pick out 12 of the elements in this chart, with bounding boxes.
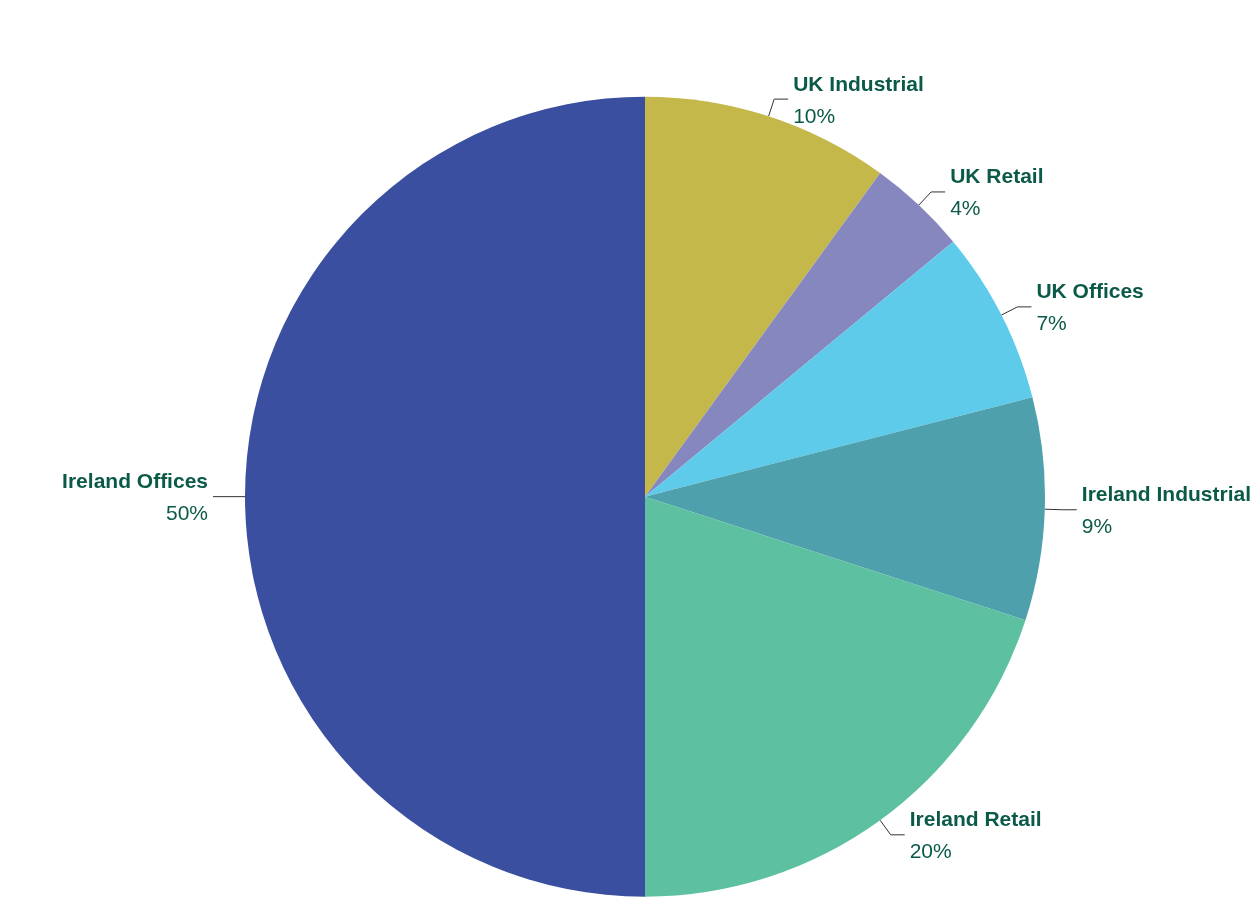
slice-label: UK Offices bbox=[1036, 279, 1144, 303]
data-label: 20% bbox=[909, 839, 952, 863]
slice-label: Ireland Retail bbox=[909, 807, 1042, 831]
data-label: 7% bbox=[1036, 311, 1067, 335]
slice-label: UK Industrial bbox=[793, 71, 924, 95]
slice-label: UK Retail bbox=[950, 164, 1044, 188]
data-label: 9% bbox=[1081, 514, 1113, 538]
slice-label: Ireland Offices bbox=[62, 469, 208, 493]
data-label: 50% bbox=[165, 501, 208, 525]
slice-label: Ireland Industrial bbox=[1081, 482, 1250, 506]
data-label: 4% bbox=[950, 196, 981, 220]
data-label: 10% bbox=[793, 103, 836, 127]
